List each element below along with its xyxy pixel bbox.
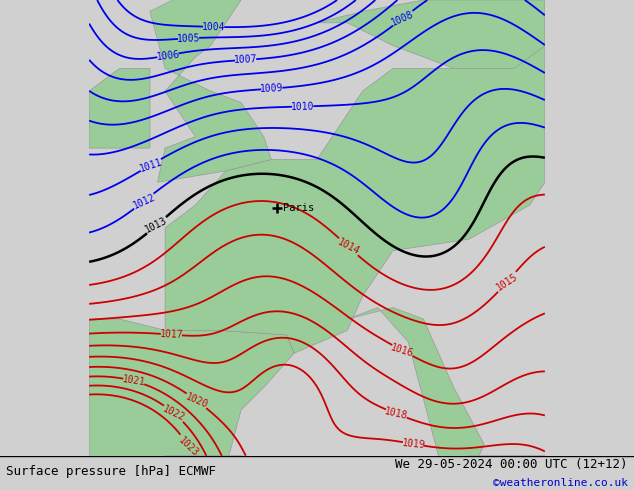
Text: 1019: 1019 <box>401 438 425 450</box>
Text: 1012: 1012 <box>131 192 157 211</box>
Text: 1023: 1023 <box>176 435 200 458</box>
Text: 1022: 1022 <box>161 403 186 423</box>
Text: 1006: 1006 <box>156 49 180 62</box>
Polygon shape <box>150 0 271 182</box>
Text: 1009: 1009 <box>260 83 284 94</box>
Polygon shape <box>89 69 150 148</box>
Text: 1020: 1020 <box>184 392 209 410</box>
Polygon shape <box>347 308 484 478</box>
Text: 1021: 1021 <box>121 374 146 388</box>
Text: 1013: 1013 <box>144 216 169 235</box>
Text: 1014: 1014 <box>335 237 361 257</box>
Text: ©weatheronline.co.uk: ©weatheronline.co.uk <box>493 478 628 488</box>
Text: 1017: 1017 <box>159 329 183 340</box>
Text: Paris: Paris <box>283 203 314 214</box>
Polygon shape <box>165 0 545 353</box>
Text: 1015: 1015 <box>495 271 520 293</box>
Text: 1005: 1005 <box>177 33 200 44</box>
Text: Surface pressure [hPa] ECMWF: Surface pressure [hPa] ECMWF <box>6 465 216 478</box>
Polygon shape <box>89 319 294 490</box>
Text: 1018: 1018 <box>384 406 409 421</box>
Text: 1008: 1008 <box>390 9 415 27</box>
Text: 1016: 1016 <box>390 342 415 359</box>
Text: 1007: 1007 <box>234 54 257 65</box>
Polygon shape <box>165 456 545 490</box>
Text: 1004: 1004 <box>202 22 226 32</box>
Text: We 29-05-2024 00:00 UTC (12+12): We 29-05-2024 00:00 UTC (12+12) <box>395 458 628 471</box>
Text: 1010: 1010 <box>291 101 314 112</box>
Text: 1011: 1011 <box>138 156 164 173</box>
Polygon shape <box>317 0 545 69</box>
